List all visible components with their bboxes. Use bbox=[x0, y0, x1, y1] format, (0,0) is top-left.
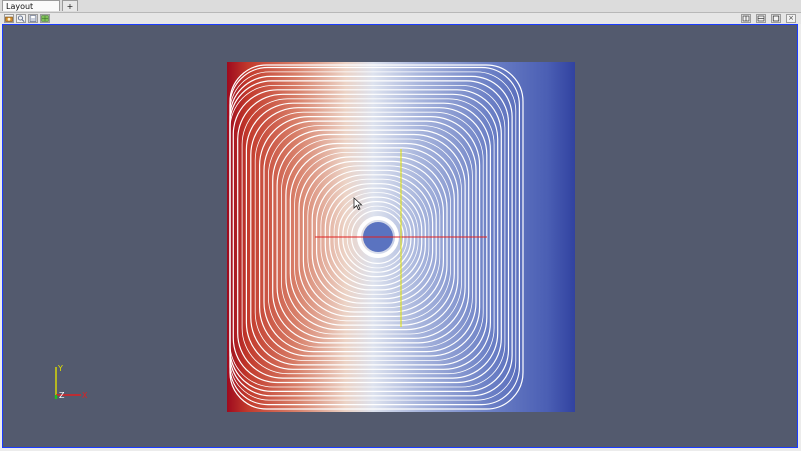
axis-label-y: Y bbox=[57, 364, 63, 373]
streamline-loop bbox=[232, 89, 502, 384]
streamline-loop bbox=[229, 64, 524, 410]
streamline-loop bbox=[254, 111, 484, 361]
save-icon[interactable] bbox=[28, 14, 38, 23]
streamline-loop bbox=[267, 125, 473, 348]
add-tab-button[interactable]: + bbox=[62, 0, 78, 11]
render-view[interactable]: Y Z X bbox=[2, 24, 798, 448]
streamline-loop bbox=[237, 93, 499, 379]
camera-icon[interactable] bbox=[4, 14, 14, 23]
tab-layout-1[interactable]: Layout #1✕ bbox=[2, 0, 60, 22]
streamline-loop bbox=[263, 120, 477, 353]
grid-icon[interactable] bbox=[40, 14, 50, 23]
layout-tab-bar: Layout #1✕ + bbox=[0, 0, 801, 22]
streamline-loop bbox=[259, 115, 481, 357]
maximize-icon[interactable] bbox=[771, 14, 781, 23]
split-vertical-icon[interactable] bbox=[756, 14, 766, 23]
zoom-icon[interactable] bbox=[16, 14, 26, 23]
axis-label-z: Z bbox=[59, 391, 65, 400]
close-icon[interactable]: × bbox=[786, 14, 796, 23]
streamline-loop bbox=[245, 102, 491, 370]
streamline-loop bbox=[276, 133, 466, 339]
streamline-loop bbox=[250, 107, 488, 366]
mouse-pointer-icon bbox=[353, 197, 363, 211]
streamline-loop bbox=[241, 98, 495, 375]
split-horizontal-icon[interactable] bbox=[741, 14, 751, 23]
axis-label-x: X bbox=[82, 391, 88, 400]
render-canvas[interactable] bbox=[3, 25, 797, 447]
view-toolbar: × bbox=[0, 13, 801, 24]
orientation-axes-widget: Y Z X bbox=[54, 364, 88, 400]
